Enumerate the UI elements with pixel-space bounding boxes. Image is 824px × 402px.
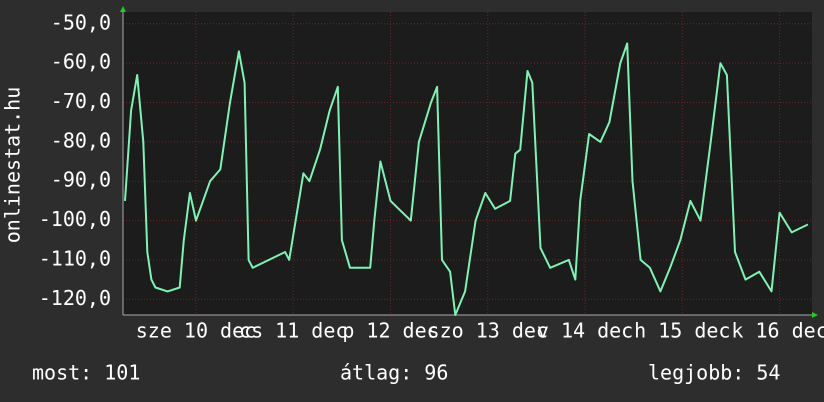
- y-tick-label: -60,0: [51, 50, 111, 74]
- x-axis-arrow: [812, 312, 818, 318]
- x-tick-label: h 15 dec: [634, 319, 730, 343]
- y-tick-label: -80,0: [51, 128, 111, 152]
- y-axis-arrow: [120, 6, 126, 12]
- x-tick-label: cs 11 dec: [239, 319, 347, 343]
- y-tick-label: -70,0: [51, 89, 111, 113]
- x-tick-label: p 12 dec: [342, 319, 438, 343]
- y-tick-label: -50,0: [51, 10, 111, 34]
- y-tick-label: -90,0: [51, 168, 111, 192]
- footer-average: átlag: 96: [340, 361, 448, 385]
- data-line: [124, 42, 809, 316]
- y-tick-label: -120,0: [39, 286, 111, 310]
- y-tick-label: -100,0: [39, 207, 111, 231]
- x-tick-label: v 14 dec: [537, 319, 633, 343]
- side-label: onlinestat.hu: [1, 87, 25, 244]
- x-tick-label: sze 10 dec: [136, 319, 256, 343]
- x-tick-label: szo 13 dec: [428, 319, 548, 343]
- y-tick-label: -110,0: [39, 246, 111, 270]
- footer-current: most: 101: [32, 361, 140, 385]
- x-tick-label: k 16 dec: [731, 319, 824, 343]
- footer-best: legjobb: 54: [648, 361, 780, 385]
